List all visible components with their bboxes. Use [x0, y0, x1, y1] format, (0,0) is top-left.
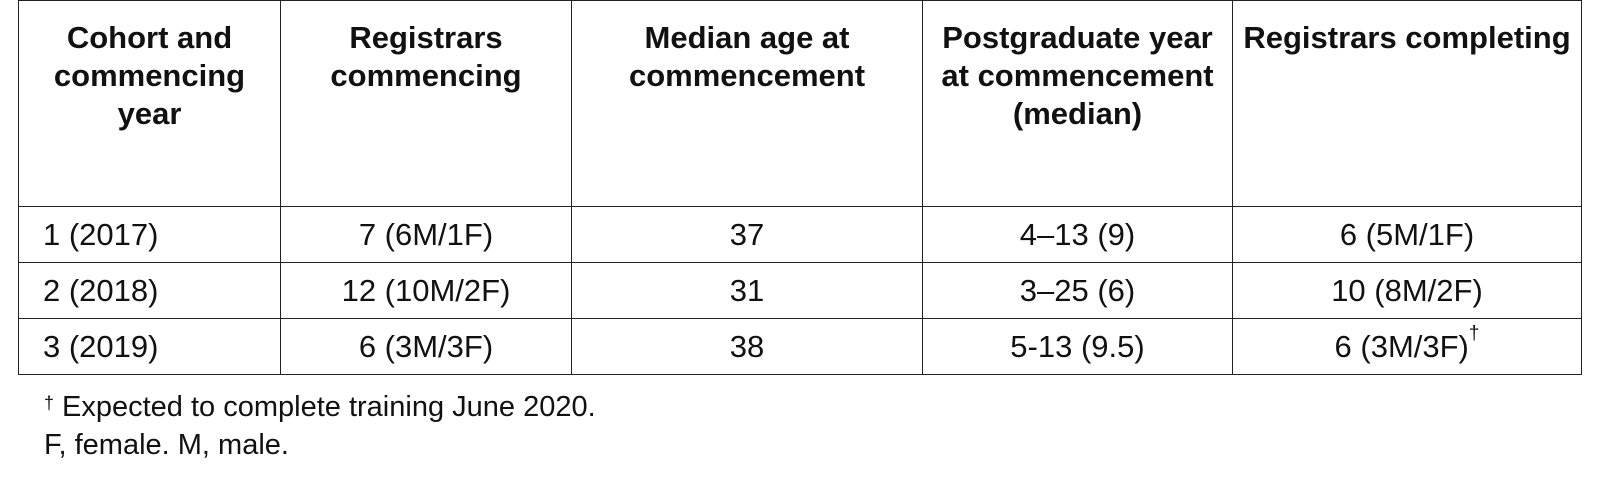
header-registrars-completing: Registrars completing [1232, 0, 1582, 207]
cell-cohort: 3 (2019) [18, 318, 281, 375]
cell-registrars-commencing: 7 (6M/1F) [280, 206, 572, 263]
footnote-expected-text: Expected to complete training June 2020. [62, 391, 596, 423]
header-row: Cohort and commencing year Registrars co… [18, 0, 1582, 207]
footnote-expected: † Expected to complete training June 2020… [44, 388, 596, 426]
cell-value: 6 (3M/3F) [1334, 328, 1469, 364]
table-row: 2 (2018) 12 (10M/2F) 31 3–25 (6) 10 (8M/… [18, 262, 1582, 319]
header-cohort: Cohort and commencing year [18, 0, 281, 207]
dagger-footnote-marker: † [1468, 322, 1480, 344]
cell-cohort: 2 (2018) [18, 262, 281, 319]
cell-registrars-completing: 6 (5M/1F) [1232, 206, 1582, 263]
header-registrars-commencing: Registrars commencing [280, 0, 572, 207]
cell-registrars-commencing: 6 (3M/3F) [280, 318, 572, 375]
cell-median-age: 37 [571, 206, 923, 263]
header-postgraduate-year: Postgraduate year at commencement (media… [922, 0, 1233, 207]
cell-registrars-commencing: 12 (10M/2F) [280, 262, 572, 319]
cell-median-age: 31 [571, 262, 923, 319]
table-row: 1 (2017) 7 (6M/1F) 37 4–13 (9) 6 (5M/1F) [18, 206, 1582, 263]
footnote-abbreviations: F, female. M, male. [44, 429, 289, 461]
cell-registrars-completing: 10 (8M/2F) [1232, 262, 1582, 319]
dagger-footnote-marker: † [44, 393, 55, 413]
table-footnotes: † Expected to complete training June 2020… [44, 388, 596, 464]
cell-postgraduate-year: 4–13 (9) [922, 206, 1233, 263]
cell-median-age: 38 [571, 318, 923, 375]
cell-registrars-completing: 6 (3M/3F)† [1232, 318, 1582, 375]
cohort-table: Cohort and commencing year Registrars co… [18, 0, 1582, 375]
cell-postgraduate-year: 3–25 (6) [922, 262, 1233, 319]
cell-cohort: 1 (2017) [18, 206, 281, 263]
cell-postgraduate-year: 5-13 (9.5) [922, 318, 1233, 375]
table-row: 3 (2019) 6 (3M/3F) 38 5-13 (9.5) 6 (3M/3… [18, 318, 1582, 375]
header-median-age: Median age at commencement [571, 0, 923, 207]
